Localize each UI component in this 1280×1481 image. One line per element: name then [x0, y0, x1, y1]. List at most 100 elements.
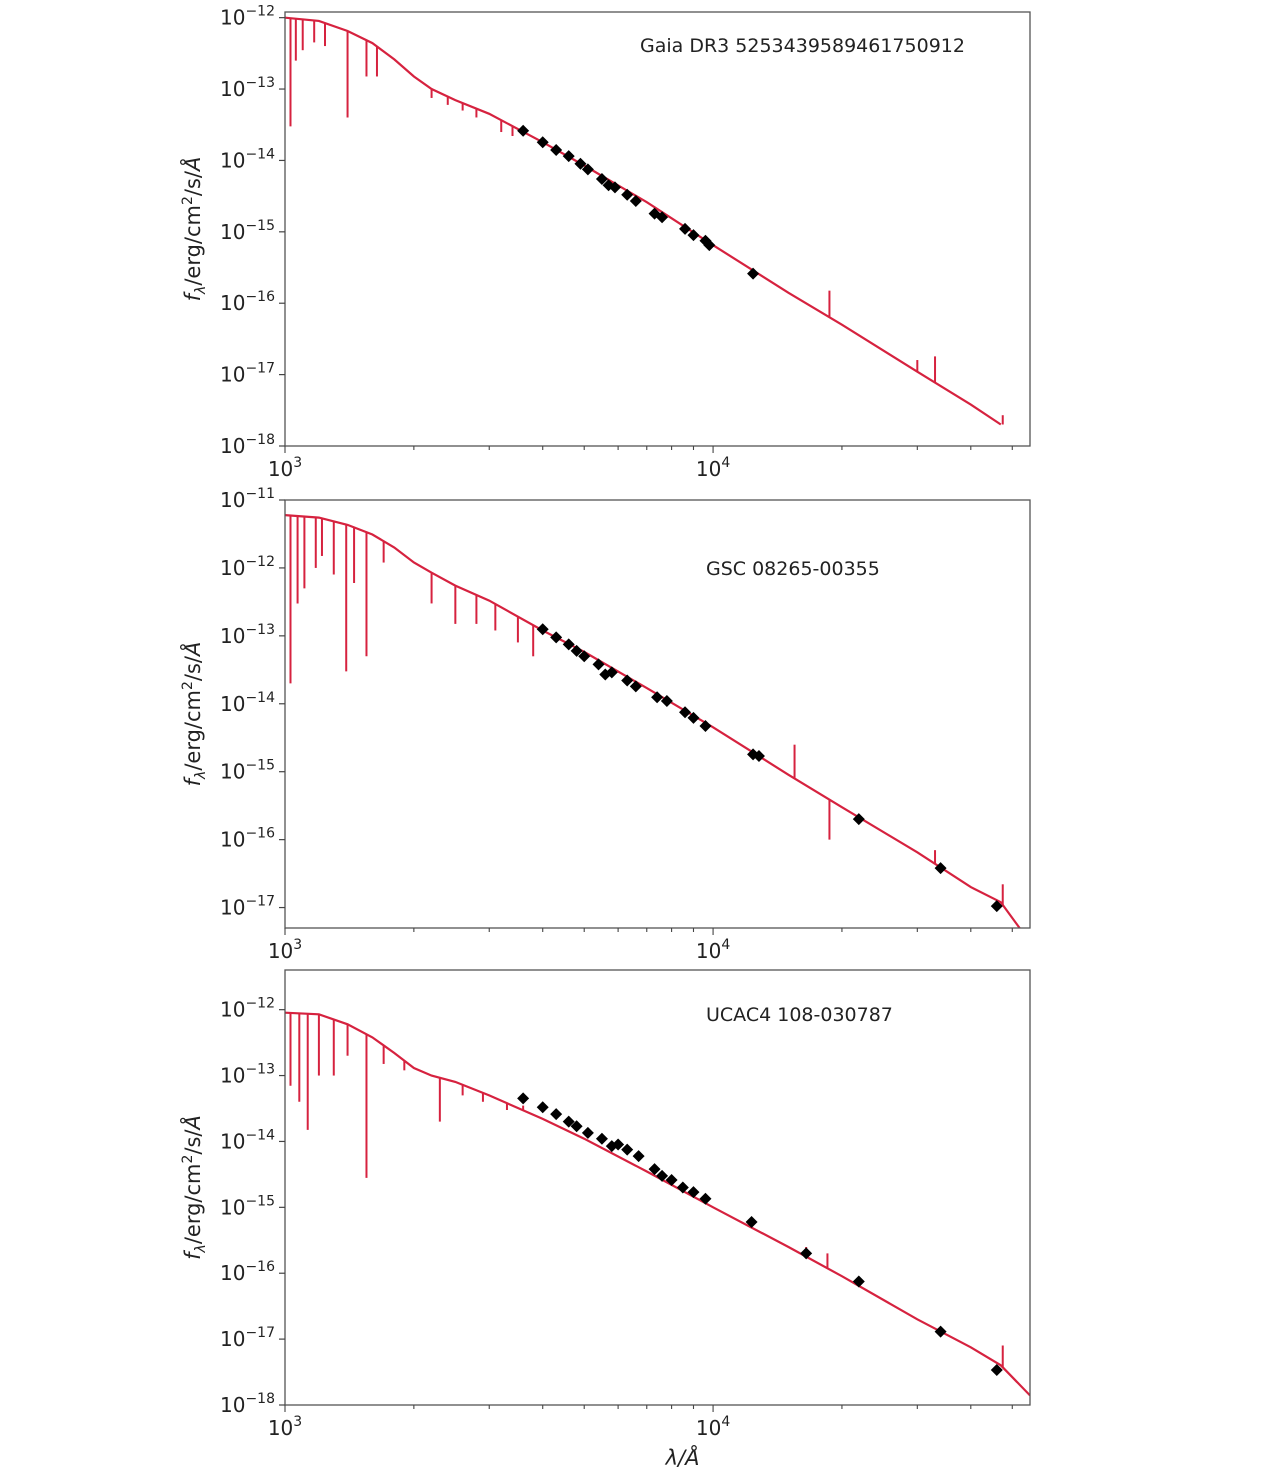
axes-frame — [284, 499, 1031, 929]
photometry-point — [595, 172, 608, 185]
photometry-point — [562, 1115, 575, 1128]
photometry-point — [517, 1092, 530, 1105]
photometry-point — [687, 229, 700, 242]
photometry-point — [629, 195, 642, 208]
y-tick-label: 10−13 — [220, 1062, 275, 1088]
photometry-point — [550, 144, 563, 157]
photometry-point — [608, 181, 621, 194]
y-tick-label: 10−11 — [220, 486, 275, 512]
photometry-point — [703, 239, 716, 252]
photometry-point — [687, 1186, 700, 1199]
photometry-point — [536, 623, 549, 636]
photometry-point — [595, 1132, 608, 1145]
object-name-annotation: UCAC4 108-030787 — [706, 1004, 893, 1026]
y-tick-label: 10−12 — [220, 4, 275, 30]
photometry-point — [621, 674, 634, 687]
photometry-point — [934, 862, 947, 875]
photometry-point — [536, 136, 549, 149]
photometry-point — [581, 1126, 594, 1139]
model-spectrum-line — [285, 16, 1002, 426]
x-tick-label: 104 — [696, 1414, 730, 1440]
photometry-point — [665, 1173, 678, 1186]
y-tick-label: 10−16 — [220, 1259, 275, 1285]
y-tick-label: 10−15 — [220, 218, 275, 244]
y-axis-label: fλ/erg/cm2/s/Å — [179, 642, 209, 787]
photometry-point — [581, 163, 594, 176]
photometry-point — [612, 1138, 625, 1151]
photometry-point — [578, 650, 591, 663]
photometry-point — [687, 711, 700, 724]
axes-frame — [284, 969, 1031, 1406]
photometry-point — [629, 680, 642, 693]
y-tick-label: 10−13 — [220, 622, 275, 648]
sed-panel-2: 10−11 10−12 10−13 10−14 10−15 10−16 10−17 103 10… — [179, 486, 1031, 963]
photometry-point — [517, 124, 530, 137]
photometry-point — [570, 644, 583, 657]
x-axis-label: λ/Å — [665, 1444, 700, 1470]
object-name-annotation: GSC 08265-00355 — [706, 558, 880, 580]
photometry-point — [621, 188, 634, 201]
photometry-point — [592, 658, 605, 671]
photometry-point — [679, 706, 692, 719]
model-spectrum-line — [285, 514, 1021, 928]
y-tick-label: 10−17 — [220, 361, 275, 387]
model-spectrum-line — [285, 1011, 1030, 1397]
photometry-point — [550, 631, 563, 644]
y-tick-label: 10−18 — [220, 432, 275, 458]
y-tick-label: 10−15 — [220, 758, 275, 784]
plot-area — [285, 1011, 1030, 1397]
photometry-point — [562, 638, 575, 651]
photometry-point — [676, 1181, 689, 1194]
plot-area — [285, 514, 1021, 928]
y-tick-label: 10−17 — [220, 1325, 275, 1351]
photometry-point — [852, 813, 865, 826]
photometry-point — [934, 1325, 947, 1338]
photometry-point — [562, 150, 575, 163]
photometry-point — [656, 211, 669, 224]
y-tick-label: 10−18 — [220, 1391, 275, 1417]
x-tick-label: 103 — [268, 937, 302, 963]
photometry-point — [699, 720, 712, 733]
photometry-point — [632, 1150, 645, 1163]
photometry-point — [550, 1108, 563, 1121]
y-tick-label: 10−14 — [220, 1127, 275, 1153]
photometry-point — [699, 1192, 712, 1205]
y-axis-label: fλ/erg/cm2/s/Å — [179, 1115, 209, 1260]
y-tick-label: 10−14 — [220, 146, 275, 172]
plot-area — [285, 16, 1004, 426]
photometry-point — [651, 691, 664, 704]
y-tick-label: 10−17 — [220, 894, 275, 920]
object-name-annotation: Gaia DR3 5253439589461750912 — [640, 35, 965, 57]
photometry-point — [621, 1143, 634, 1156]
photometry-point — [800, 1247, 813, 1260]
x-tick-label: 104 — [696, 455, 730, 481]
y-tick-label: 10−14 — [220, 690, 275, 716]
photometry-point — [752, 750, 765, 763]
y-tick-label: 10−15 — [220, 1193, 275, 1219]
y-tick-label: 10−12 — [220, 996, 275, 1022]
x-tick-label: 103 — [268, 1414, 302, 1440]
photometry-point — [605, 666, 618, 679]
photometry-point — [747, 267, 760, 280]
x-tick-label: 104 — [696, 937, 730, 963]
photometry-point — [536, 1101, 549, 1114]
photometry-point — [990, 900, 1003, 913]
photometry-point — [679, 222, 692, 235]
photometry-point — [745, 1215, 758, 1228]
y-tick-label: 10−16 — [220, 826, 275, 852]
photometry-point — [648, 1163, 661, 1176]
x-tick-label: 103 — [268, 455, 302, 481]
y-axis-label: fλ/erg/cm2/s/Å — [179, 157, 209, 302]
photometry-point — [852, 1275, 865, 1288]
photometry-point — [570, 1120, 583, 1133]
photometry-point — [574, 157, 587, 170]
y-tick-label: 10−12 — [220, 554, 275, 580]
y-tick-label: 10−13 — [220, 75, 275, 101]
axes-frame — [284, 11, 1031, 447]
y-tick-label: 10−16 — [220, 289, 275, 315]
photometry-point — [656, 1169, 669, 1182]
photometry-point — [660, 694, 673, 707]
